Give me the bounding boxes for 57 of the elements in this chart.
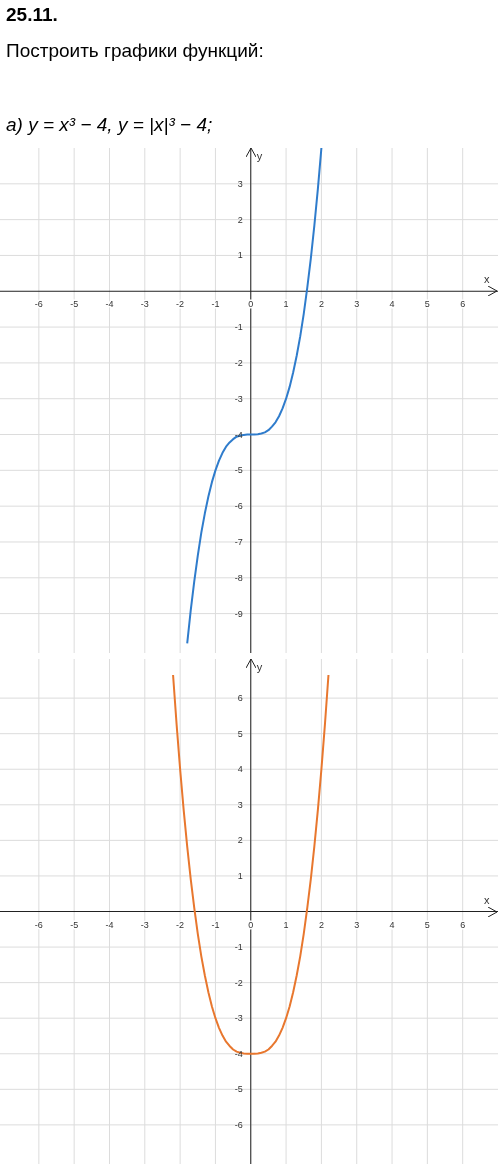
y-axis-title: y — [256, 661, 263, 673]
x-tick-label: -3 — [140, 299, 149, 310]
x-tick-label: -6 — [34, 299, 43, 310]
y-tick-label: -5 — [234, 1084, 243, 1095]
x-axis-title: x — [484, 273, 490, 286]
x-tick-label: 3 — [354, 299, 360, 310]
y-tick-label: -1 — [234, 322, 243, 333]
y-tick-label: 4 — [237, 764, 243, 775]
x-tick-label: -3 — [140, 919, 149, 930]
x-tick-label: -5 — [70, 919, 79, 930]
x-tick-label: -6 — [34, 919, 43, 930]
y-tick-label: 6 — [237, 693, 243, 704]
chart-subtitle: Построить графики функций: — [5, 39, 265, 62]
y-tick-label: 5 — [237, 728, 243, 739]
x-tick-label: -1 — [211, 919, 220, 930]
y-tick-label: 2 — [237, 835, 243, 846]
text: а) y = x³ − 4, y = |x|³ − 4; — [5, 113, 214, 137]
x-tick-label: 6 — [460, 299, 466, 310]
y-tick-label: 3 — [237, 178, 243, 189]
x-tick-label: 3 — [354, 919, 360, 930]
y-tick-label: 1 — [237, 870, 243, 881]
y-tick-label: -5 — [234, 465, 243, 476]
y-tick-label: -1 — [234, 942, 243, 953]
y-tick-label: -2 — [234, 977, 243, 988]
x-tick-label: 6 — [460, 919, 466, 930]
x-tick-label: 2 — [318, 919, 324, 930]
y-tick-label: -8 — [234, 572, 243, 583]
y-tick-label: -9 — [234, 608, 243, 619]
x-tick-label: -1 — [211, 299, 220, 310]
x-tick-label: 4 — [389, 299, 395, 310]
x-tick-label: -2 — [176, 299, 185, 310]
line-series — [186, 148, 323, 645]
y-tick-label: -3 — [234, 393, 243, 404]
y-tick-label: -7 — [234, 536, 243, 547]
x-tick-label: -2 — [176, 919, 185, 930]
y-tick-label: -2 — [234, 357, 243, 368]
x-tick-label: 0 — [248, 299, 254, 310]
y-tick-label: -6 — [234, 501, 243, 512]
y-tick-label: 1 — [237, 250, 243, 261]
y-tick-label: 3 — [237, 799, 243, 810]
x-tick-label: -5 — [70, 299, 79, 310]
line-series — [172, 674, 330, 1055]
y-tick-label: -3 — [234, 1013, 243, 1024]
x-tick-label: 5 — [424, 299, 430, 310]
y-axis-title: y — [256, 150, 263, 162]
x-tick-label: 5 — [424, 919, 430, 930]
x-tick-label: -4 — [105, 919, 114, 930]
y-tick-label: 2 — [237, 214, 243, 225]
x-tick-label: 2 — [318, 299, 324, 310]
x-tick-label: 1 — [283, 919, 289, 930]
y-tick-label: -6 — [234, 1119, 243, 1130]
x-tick-label: 0 — [248, 919, 254, 930]
chart-title: 25.11. — [5, 3, 59, 26]
x-tick-label: 4 — [389, 919, 395, 930]
x-tick-label: 1 — [283, 299, 289, 310]
x-axis-title: x — [484, 893, 490, 906]
x-tick-label: -4 — [105, 299, 114, 310]
